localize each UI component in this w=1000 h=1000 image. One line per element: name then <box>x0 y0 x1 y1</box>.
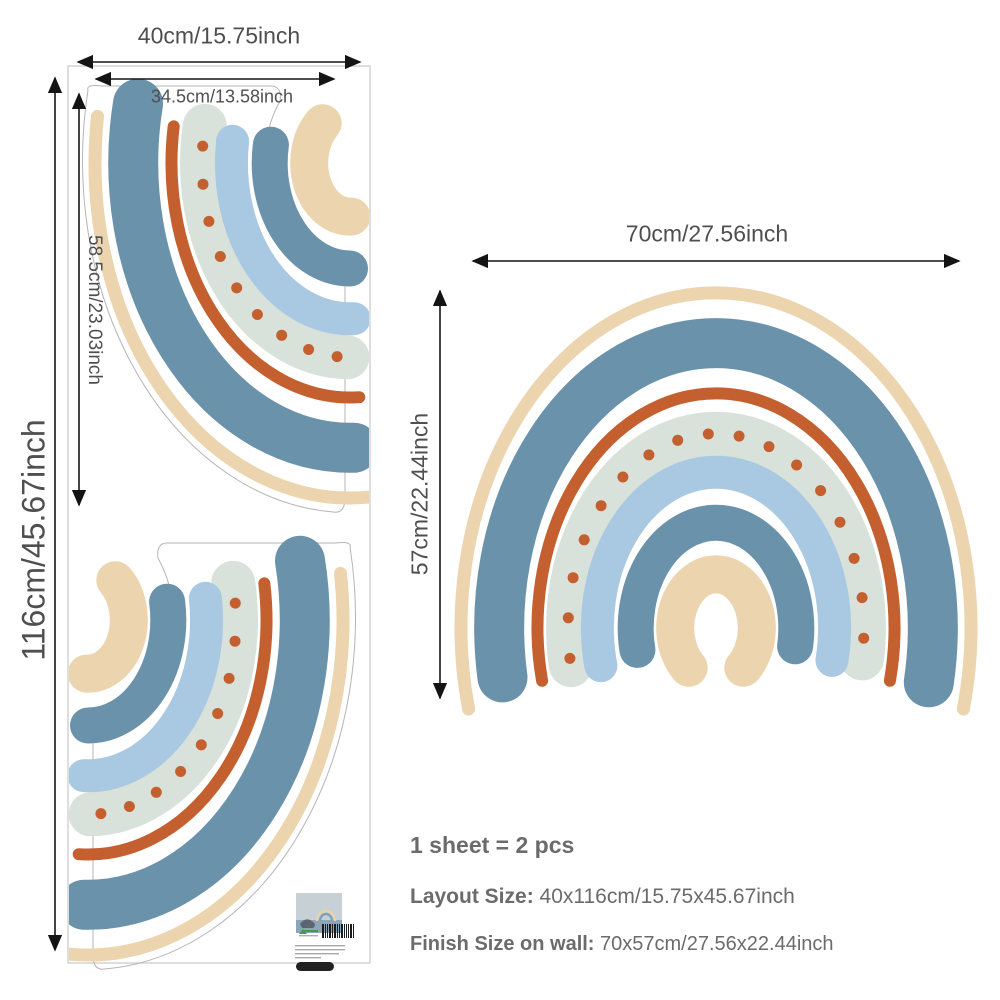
rainbow-dot <box>197 178 209 190</box>
barcode-stripe <box>325 924 326 938</box>
rainbow-dot <box>564 652 576 664</box>
rainbow-dot <box>815 485 827 497</box>
finish-size-value: 70x57cm/27.56x22.44inch <box>594 933 834 955</box>
rainbow-band-tan <box>290 104 369 236</box>
brand-logo-text <box>304 930 318 932</box>
rainbow-dot <box>643 449 655 461</box>
rainbow-dot <box>834 516 846 528</box>
rainbow-dot <box>672 434 684 446</box>
rainbow-dot <box>858 632 870 644</box>
rainbow-dot <box>231 282 243 294</box>
barcode-stripe <box>350 924 352 938</box>
rainbow-dot <box>150 786 162 798</box>
label-fineprint-lines <box>295 945 345 959</box>
rainbow-dot <box>763 441 775 453</box>
rainbow-dot <box>214 251 226 262</box>
barcode-stripe <box>334 924 336 938</box>
finish-size-label: Finish Size on wall: <box>410 933 595 955</box>
sheet-piece-bottom-rainbow-half <box>69 535 350 962</box>
label-photo-rainbow-outer <box>315 909 337 922</box>
rainbow-band-light_blue <box>580 455 852 683</box>
rainbow-dot <box>562 612 574 624</box>
rainbow-dot <box>212 708 224 719</box>
rainbow-dot <box>331 351 343 363</box>
rainbow-dot <box>123 801 135 812</box>
barcode-stripe <box>329 924 331 938</box>
rainbow-band-steel_blue <box>251 126 368 287</box>
rainbow-dot <box>733 430 745 442</box>
product-label <box>295 893 354 971</box>
rainbow-dot <box>567 572 579 584</box>
rainbow-dot <box>303 344 315 355</box>
rainbow-band-tan <box>656 555 776 687</box>
layout-size-value: 40x116cm/15.75x45.67inch <box>533 885 795 908</box>
label-photo-pet <box>300 919 315 928</box>
rainbow-band-steel_blue <box>617 504 815 668</box>
rainbow-band-orange <box>531 387 901 687</box>
rainbow-band-light_blue <box>214 124 369 336</box>
rainbow-dot <box>595 500 607 512</box>
sheet-piece-top-rainbow-half <box>88 78 369 505</box>
barcode-stripe <box>337 924 338 938</box>
barcode-stripe <box>353 924 354 938</box>
rainbow-dot <box>95 808 107 820</box>
rainbow-band-steel_blue <box>474 318 958 708</box>
rainbow-dot <box>223 672 235 684</box>
label-photo-rainbow-inner <box>318 912 334 922</box>
layout-size-line: Layout Size: 40x116cm/15.75x45.67inch <box>410 885 834 909</box>
rainbow-band-orange <box>72 577 273 861</box>
brand-logo-icon <box>299 929 307 934</box>
label-warning-pill <box>296 962 334 971</box>
size-summary: 1 sheet = 2 pcs Layout Size: 40x116cm/15… <box>410 832 834 956</box>
piece-height-label: 58.5cm/23.03inch <box>84 235 105 385</box>
wall-height-label: 57cm/22.44inch <box>406 412 433 576</box>
rainbow-band-tan <box>88 109 369 505</box>
barcode-stripe <box>332 924 333 938</box>
barcode <box>322 924 354 938</box>
rainbow-dot <box>848 552 860 564</box>
rainbow-dot <box>617 471 629 483</box>
rainbow-dot <box>197 140 209 152</box>
wall-width-label: 70cm/27.56inch <box>625 220 789 247</box>
barcode-stripe <box>341 924 343 938</box>
barcode-stripe <box>344 924 345 938</box>
rainbow-dot <box>276 329 288 341</box>
rainbow-dot <box>195 739 207 751</box>
rainbow-band-steel_blue <box>69 535 330 930</box>
barcode-stripe <box>346 924 347 938</box>
rainbow-band-tan <box>454 286 978 716</box>
sheet-height-label: 116cm/45.67inch <box>15 419 52 661</box>
rainbow-dot <box>251 309 263 320</box>
wall-rainbow-finished <box>454 286 978 716</box>
rainbow-dot <box>229 635 241 647</box>
sheet-width-label: 40cm/15.75inch <box>137 22 301 49</box>
rainbow-dot <box>856 592 868 604</box>
rainbow-dot <box>203 215 215 227</box>
layout-size-label: Layout Size: <box>410 885 534 908</box>
piece-width-label: 34.5cm/13.58inch <box>150 86 294 107</box>
rainbow-band-steel_blue <box>70 583 187 744</box>
rainbow-band-tan <box>69 566 350 962</box>
rainbow-band-orange <box>165 120 366 404</box>
sheet-count-line: 1 sheet = 2 pcs <box>410 832 575 858</box>
rainbow-dot <box>578 534 590 546</box>
dimension-arrows <box>47 54 961 952</box>
rainbow-dot <box>229 597 241 609</box>
rainbow-dot <box>175 766 187 777</box>
finish-size-line: Finish Size on wall: 70x57cm/27.56x22.44… <box>410 933 834 956</box>
rainbow-band-steel_blue <box>108 78 369 473</box>
rainbow-band-light_blue <box>69 581 224 793</box>
barcode-stripe <box>339 924 340 938</box>
rainbow-dot <box>791 459 803 471</box>
barcode-stripe <box>348 924 349 938</box>
brand-logo-subtext <box>299 935 318 937</box>
barcode-stripe <box>322 924 324 938</box>
barcode-stripe <box>327 924 328 938</box>
rainbow-dot <box>702 428 714 440</box>
rainbow-band-tan <box>69 561 148 693</box>
